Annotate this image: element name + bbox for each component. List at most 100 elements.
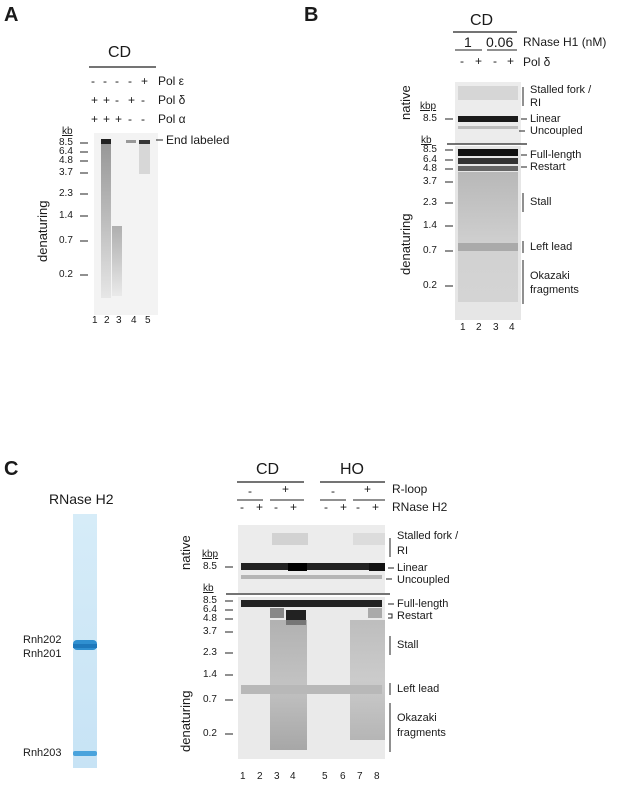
band-label: Restart bbox=[397, 610, 433, 622]
panel-b-letter: B bbox=[304, 4, 319, 26]
sign: + bbox=[475, 54, 483, 68]
condition-label: HO bbox=[340, 461, 364, 478]
lane-number: 4 bbox=[509, 322, 515, 333]
marker-label: 1.4 bbox=[59, 210, 73, 221]
rloop-label: R-loop bbox=[392, 482, 428, 496]
panel-a-band-label: End labeled bbox=[166, 133, 230, 147]
panel-c-kb-unit: kb bbox=[203, 583, 214, 594]
sds-band-label: Rnh201 bbox=[23, 648, 62, 660]
marker-label: 3.7 bbox=[59, 167, 73, 178]
panel-a-condition: CD bbox=[108, 44, 132, 61]
lane-number: 4 bbox=[290, 771, 296, 782]
panel-a-gel bbox=[94, 133, 158, 315]
conc-value: 0.06 bbox=[486, 34, 514, 50]
panel-c-native-label: native bbox=[178, 535, 193, 570]
sign: + bbox=[91, 112, 99, 126]
marker-label: 4.8 bbox=[423, 163, 437, 174]
panel-c-denat-label: denaturing bbox=[178, 690, 193, 752]
conc-value: 1 bbox=[464, 34, 472, 50]
row-label: Pol δ bbox=[158, 93, 186, 107]
marker-label: 2.3 bbox=[203, 647, 217, 658]
band-label: Linear bbox=[397, 562, 428, 574]
band-label: Restart bbox=[530, 161, 566, 173]
marker-label: 0.2 bbox=[59, 269, 73, 280]
sign: - bbox=[141, 93, 145, 107]
panel-b-denat-label: denaturing bbox=[398, 213, 413, 275]
band-label: Full-length bbox=[530, 149, 582, 161]
lane-number: 7 bbox=[357, 771, 363, 782]
sign: - bbox=[274, 500, 278, 514]
sign: + bbox=[256, 500, 264, 514]
conc-label: RNase H1 (nM) bbox=[523, 35, 607, 49]
sign: + bbox=[103, 93, 111, 107]
panel-c-native-marker: 8.5 bbox=[203, 561, 217, 572]
marker-label: 8.5 bbox=[203, 595, 217, 606]
rnase-label: RNase H2 bbox=[392, 500, 448, 514]
sign: - bbox=[460, 54, 464, 68]
marker-label: 0.2 bbox=[423, 280, 437, 291]
sds-band-label: Rnh202 bbox=[23, 634, 62, 646]
sign: - bbox=[115, 93, 119, 107]
band-label: Linear bbox=[530, 113, 561, 125]
sign: - bbox=[141, 112, 145, 126]
marker-label: 0.7 bbox=[203, 694, 217, 705]
lane-number: 5 bbox=[145, 315, 151, 326]
marker-label: 4.8 bbox=[203, 613, 217, 624]
sign: - bbox=[91, 74, 95, 88]
panel-b-native-gel bbox=[455, 82, 521, 144]
panel-a-kb-unit: kb bbox=[62, 126, 73, 137]
lane-number: 3 bbox=[274, 771, 280, 782]
panel-b-denaturing-gel bbox=[455, 146, 521, 320]
lane-number: 6 bbox=[340, 771, 346, 782]
lane-number: 1 bbox=[92, 315, 98, 326]
panel-b-kb-unit: kb bbox=[421, 135, 432, 146]
row-label: Pol ε bbox=[158, 74, 185, 88]
band-label: Uncoupled bbox=[397, 574, 450, 586]
pol-label: Pol δ bbox=[523, 55, 551, 69]
panel-a-letter: A bbox=[4, 4, 19, 26]
sign: - bbox=[331, 484, 335, 498]
band-label: Left lead bbox=[397, 683, 440, 695]
panel-a-gel-label: denaturing bbox=[35, 200, 50, 262]
band-label: Stall bbox=[397, 639, 419, 651]
band-label: RI bbox=[397, 545, 408, 557]
marker-label: 1.4 bbox=[423, 220, 437, 231]
row-label: Pol α bbox=[158, 112, 186, 126]
sign: - bbox=[115, 74, 119, 88]
lane-number: 1 bbox=[240, 771, 246, 782]
panel-c-sds-gel bbox=[73, 514, 97, 768]
panel-b-condition: CD bbox=[470, 12, 494, 29]
marker-label: 8.5 bbox=[423, 144, 437, 155]
panel-c-lines bbox=[225, 481, 394, 752]
panel-a-lines bbox=[80, 66, 163, 276]
sign: + bbox=[282, 482, 290, 496]
band-label: RI bbox=[530, 97, 541, 109]
sign: - bbox=[128, 112, 132, 126]
marker-label: 6.4 bbox=[423, 154, 437, 165]
sign: + bbox=[141, 74, 149, 88]
lane-number: 4 bbox=[131, 315, 137, 326]
sign: - bbox=[324, 500, 328, 514]
lane-number: 2 bbox=[104, 315, 110, 326]
marker-label: 0.7 bbox=[423, 245, 437, 256]
sign: - bbox=[493, 54, 497, 68]
sign: + bbox=[128, 93, 136, 107]
marker-label: 0.7 bbox=[59, 235, 73, 246]
marker-label: 2.3 bbox=[423, 197, 437, 208]
sds-gel-title: RNase H2 bbox=[49, 491, 114, 507]
panel-c-denaturing-gel bbox=[238, 597, 385, 759]
sign: - bbox=[240, 500, 244, 514]
condition-label: CD bbox=[256, 461, 280, 478]
sign: - bbox=[248, 484, 252, 498]
band-label: fragments bbox=[530, 284, 579, 296]
sign: + bbox=[91, 93, 99, 107]
lane-number: 2 bbox=[257, 771, 263, 782]
band-label: Stalled fork / bbox=[397, 530, 459, 542]
marker-label: 2.3 bbox=[59, 188, 73, 199]
panel-b-native-marker: 8.5 bbox=[423, 113, 437, 124]
lane-number: 3 bbox=[116, 315, 122, 326]
sign: - bbox=[128, 74, 132, 88]
band-label: Stall bbox=[530, 196, 552, 208]
lane-number: 3 bbox=[493, 322, 499, 333]
